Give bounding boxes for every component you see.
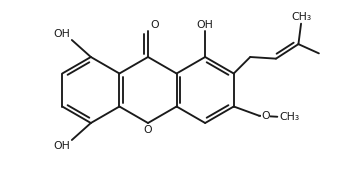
Text: OH: OH [197, 20, 213, 30]
Text: OH: OH [53, 29, 70, 39]
Text: O: O [144, 125, 152, 135]
Text: OH: OH [53, 141, 70, 151]
Text: CH₃: CH₃ [279, 112, 299, 122]
Text: O: O [261, 111, 270, 121]
Text: O: O [150, 20, 159, 30]
Text: CH₃: CH₃ [291, 12, 311, 22]
